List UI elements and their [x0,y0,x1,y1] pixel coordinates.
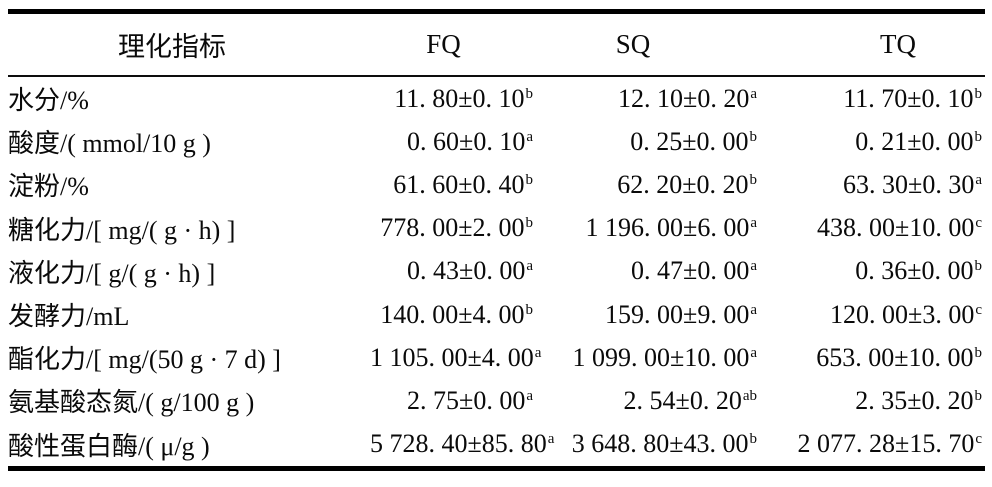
row-label: 发酵力/mL [8,302,130,332]
header-indicator: 理化指标 [8,25,370,64]
sq-value: 0. 47±0. 00a [631,256,757,286]
fq-value: 140. 00±4. 00b [380,299,534,329]
header-fq: FQ [370,29,545,60]
significance-superscript: b [749,171,758,188]
row-label: 酸度/( mmol/10 g ) [8,129,211,159]
tq-value: 438. 00±10. 00c [817,213,982,243]
significance-superscript: b [525,215,534,232]
significance-superscript: b [974,258,983,275]
table-row-esterifying-power: 酯化力/[ mg/(50 g · 7 d) ] 1 105. 00±4. 00a… [8,336,985,379]
physicochemical-indicators-table: 理化指标 FQ SQ TQ 水分/% 11. 80±0. 10b 12. 10±… [8,9,985,471]
row-label: 水分/% [8,86,89,116]
significance-superscript: b [974,344,983,361]
table-header-row: 理化指标 FQ SQ TQ [8,14,985,77]
significance-superscript: ab [742,387,757,404]
significance-superscript: b [974,387,983,404]
table-row-moisture: 水分/% 11. 80±0. 10b 12. 10±0. 20a 11. 70±… [8,77,985,120]
significance-superscript: a [526,128,533,145]
sq-value: 159. 00±9. 00a [605,299,757,329]
row-label: 糖化力/[ mg/( g · h) ] [8,215,236,245]
sq-value: 2. 54±0. 20ab [623,385,757,415]
significance-superscript: b [974,85,983,102]
significance-superscript: b [525,301,534,318]
tq-value: 11. 70±0. 10b [843,83,983,113]
table-row-amino-nitrogen: 氨基酸态氮/( g/100 g ) 2. 75±0. 00a 2. 54±0. … [8,379,985,422]
fq-value: 5 728. 40±85. 80a [370,429,555,459]
tq-value: 2 077. 28±15. 70c [797,429,982,459]
significance-superscript: b [974,128,983,145]
significance-superscript: a [975,171,982,188]
significance-superscript: b [525,171,534,188]
significance-superscript: a [750,258,757,275]
fq-value: 61. 60±0. 40b [393,169,534,199]
header-indicator-label: 理化指标 [118,32,226,62]
header-fq-label: FQ [426,29,461,59]
row-label: 酯化力/[ mg/(50 g · 7 d) ] [8,345,281,375]
table-row-starch: 淀粉/% 61. 60±0. 40b 62. 20±0. 20b 63. 30±… [8,163,985,206]
significance-superscript: a [750,344,757,361]
tq-value: 63. 30±0. 30a [843,169,982,199]
significance-superscript: c [975,431,982,448]
fq-value: 778. 00±2. 00b [380,213,534,243]
significance-superscript: b [749,128,758,145]
header-sq: SQ [545,29,765,60]
table-row-saccharifying-power: 糖化力/[ mg/( g · h) ] 778. 00±2. 00b 1 196… [8,207,985,250]
row-label: 氨基酸态氮/( g/100 g ) [8,388,255,418]
fq-value: 0. 60±0. 10a [407,126,533,156]
significance-superscript: a [750,85,757,102]
tq-value: 653. 00±10. 00b [816,342,983,372]
significance-superscript: a [547,431,555,448]
sq-value: 12. 10±0. 20a [618,83,757,113]
significance-superscript: a [750,215,757,232]
tq-value: 0. 21±0. 00b [855,126,983,156]
significance-superscript: a [526,258,533,275]
sq-value: 1 196. 00±6. 00a [585,213,757,243]
table-row-liquefying-power: 液化力/[ g/( g · h) ] 0. 43±0. 00a 0. 47±0.… [8,250,985,293]
header-tq-label: TQ [880,29,916,59]
significance-superscript: a [750,301,757,318]
fq-value: 11. 80±0. 10b [394,83,534,113]
fq-value: 0. 43±0. 00a [407,256,533,286]
sq-value: 1 099. 00±10. 00a [572,342,757,372]
significance-superscript: b [525,85,534,102]
significance-superscript: a [526,387,533,404]
significance-superscript: a [534,344,542,361]
table-row-acid-protease: 酸性蛋白酶/( μ/g ) 5 728. 40±85. 80a 3 648. 8… [8,423,985,466]
fq-value: 2. 75±0. 00a [407,385,533,415]
row-label: 液化力/[ g/( g · h) ] [8,258,216,288]
table-row-fermenting-power: 发酵力/mL 140. 00±4. 00b 159. 00±9. 00a 120… [8,293,985,336]
row-label: 淀粉/% [8,172,89,202]
table-row-acidity: 酸度/( mmol/10 g ) 0. 60±0. 10a 0. 25±0. 0… [8,120,985,163]
row-label: 酸性蛋白酶/( μ/g ) [8,431,210,461]
tq-value: 120. 00±3. 00c [830,299,982,329]
header-sq-label: SQ [615,29,651,59]
significance-superscript: c [975,301,982,318]
significance-superscript: b [749,431,758,448]
sq-value: 62. 20±0. 20b [617,169,758,199]
header-tq: TQ [765,29,985,60]
fq-value: 1 105. 00±4. 00a [370,342,542,372]
sq-value: 0. 25±0. 00b [630,126,758,156]
tq-value: 2. 35±0. 20b [855,385,983,415]
tq-value: 0. 36±0. 00b [855,256,983,286]
sq-value: 3 648. 80±43. 00b [571,429,758,459]
significance-superscript: c [975,215,982,232]
